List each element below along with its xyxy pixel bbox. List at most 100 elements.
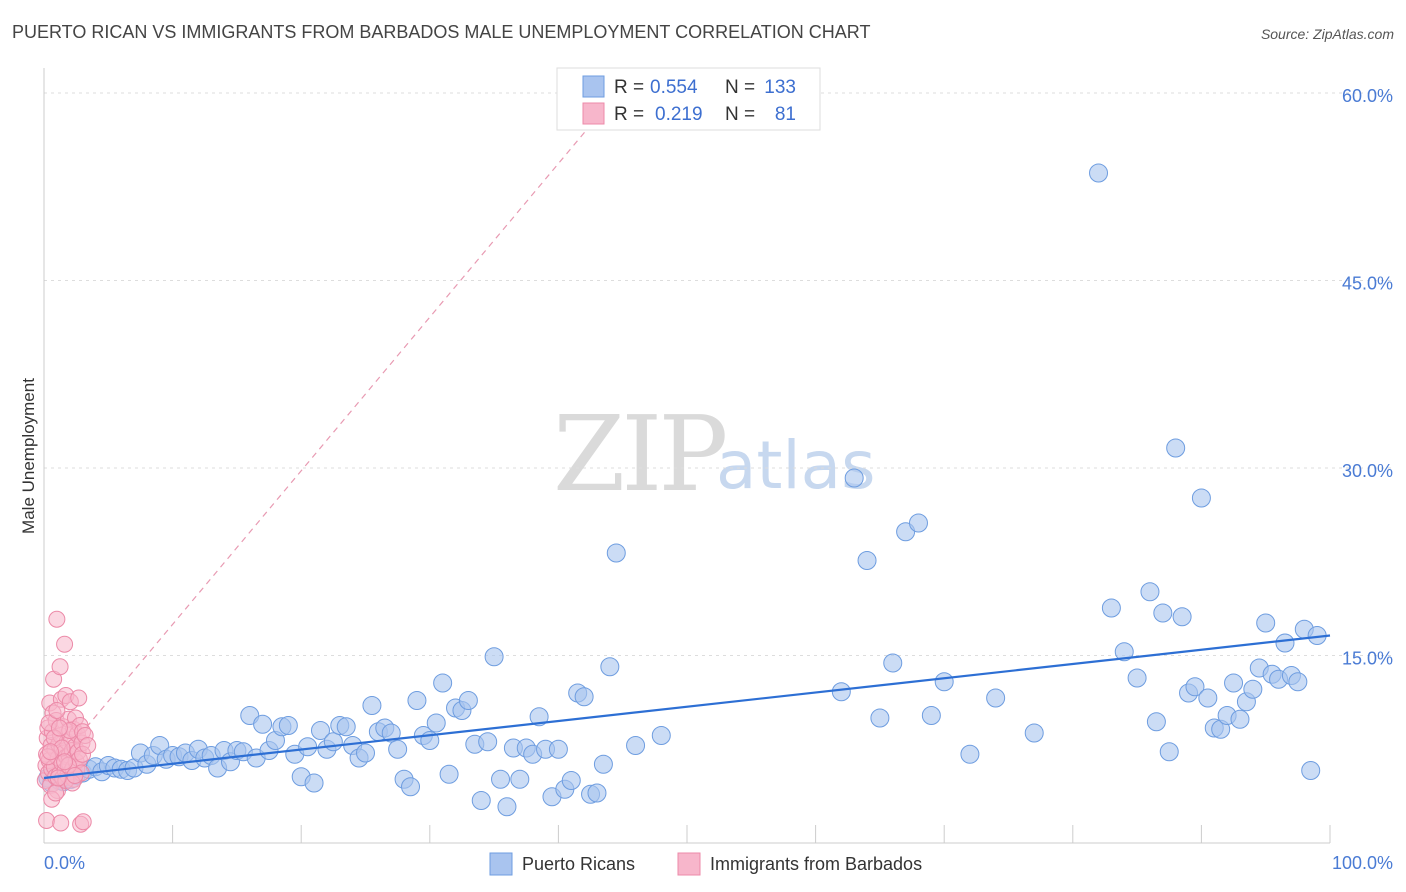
point-puerto-ricans-106 (1089, 163, 1109, 183)
legend-n-label-2: N = (725, 104, 755, 125)
bottom-legend-swatch-blue (489, 852, 513, 876)
point-puerto-ricans-115 (1172, 607, 1192, 627)
point-puerto-ricans-84 (561, 771, 581, 790)
legend-swatch-pink (582, 102, 605, 125)
y-tick-label-3: 15.0% (1342, 649, 1393, 669)
watermark: ZIP atlas (553, 393, 876, 515)
y-tick-label-2: 30.0% (1342, 461, 1393, 481)
legend-r-value-2: 0.219 (655, 104, 703, 125)
point-puerto-ricans-126 (1243, 679, 1263, 699)
point-barbados-77 (50, 719, 68, 737)
y-tick-label-1: 45.0% (1342, 274, 1393, 294)
point-puerto-ricans-88 (587, 783, 607, 803)
point-puerto-ricans-114 (1166, 438, 1186, 458)
y-axis-label: Male Unemployment (19, 378, 38, 534)
point-puerto-ricans-135 (1301, 761, 1321, 780)
point-puerto-ricans-79 (529, 707, 549, 727)
chart-title: PUERTO RICAN VS IMMIGRANTS FROM BARBADOS… (12, 22, 870, 42)
point-puerto-ricans-45 (310, 721, 330, 740)
point-puerto-ricans-63 (426, 713, 446, 733)
point-puerto-ricans-100 (908, 513, 928, 533)
point-puerto-ricans-103 (960, 744, 980, 764)
point-puerto-ricans-119 (1198, 688, 1218, 708)
legend-r-value-1: 0.554 (650, 77, 698, 98)
point-puerto-ricans-70 (471, 791, 491, 810)
point-barbados-63 (52, 814, 70, 832)
bottom-legend-label-blue: Puerto Ricans (522, 854, 635, 874)
point-barbados-59 (74, 813, 92, 831)
legend-r-label-1: R = (614, 77, 644, 98)
points-barbados (36, 610, 97, 833)
point-puerto-ricans-92 (626, 736, 646, 755)
bottom-legend: Puerto Ricans Immigrants from Barbados (489, 852, 922, 876)
point-puerto-ricans-57 (388, 739, 408, 759)
legend-n-label-1: N = (725, 77, 755, 98)
point-barbados-76 (41, 743, 59, 761)
point-puerto-ricans-74 (497, 797, 517, 817)
point-puerto-ricans-128 (1256, 613, 1276, 633)
point-puerto-ricans-86 (574, 687, 594, 707)
point-barbados-74 (56, 753, 74, 771)
trendline-barbados (43, 86, 624, 779)
point-puerto-ricans-94 (831, 682, 851, 702)
point-puerto-ricans-47 (323, 732, 343, 752)
point-puerto-ricans-109 (1127, 668, 1147, 688)
point-puerto-ricans-53 (362, 696, 382, 715)
point-barbados-67 (48, 702, 66, 719)
point-barbados-23 (51, 658, 69, 676)
point-puerto-ricans-123 (1224, 673, 1244, 693)
y-tick-label-0: 60.0% (1342, 86, 1393, 106)
point-puerto-ricans-40 (278, 716, 298, 735)
point-puerto-ricans-89 (593, 754, 613, 774)
point-barbados-80 (79, 737, 97, 754)
point-puerto-ricans-98 (883, 653, 903, 673)
point-puerto-ricans-52 (356, 743, 375, 763)
legend-swatch-blue (582, 75, 605, 98)
bottom-legend-label-pink: Immigrants from Barbados (710, 854, 922, 874)
x-tick-max: 100.0% (1332, 853, 1393, 873)
point-puerto-ricans-101 (921, 706, 941, 725)
point-puerto-ricans-60 (407, 691, 427, 710)
watermark-zip: ZIP (553, 393, 725, 515)
point-puerto-ricans-43 (298, 737, 318, 757)
trendline-puerto-ricans (43, 634, 1331, 780)
point-puerto-ricans-102 (934, 672, 954, 692)
legend: R = 0.554 N = 133 R = 0.219 N = 81 (556, 67, 821, 131)
y-tick-labels: 60.0% 45.0% 30.0% 15.0% (1342, 86, 1393, 669)
point-puerto-ricans-113 (1159, 742, 1179, 762)
bottom-legend-swatch-pink (677, 852, 701, 876)
point-barbados-18 (48, 610, 66, 628)
x-axis-ticks (43, 825, 1331, 843)
point-puerto-ricans-68 (458, 691, 478, 710)
point-puerto-ricans-133 (1288, 672, 1308, 692)
legend-r-label-2: R = (614, 104, 644, 125)
point-puerto-ricans-107 (1101, 598, 1121, 618)
point-puerto-ricans-131 (1275, 633, 1295, 653)
gridlines (44, 92, 1393, 656)
point-puerto-ricans-110 (1140, 582, 1160, 602)
point-puerto-ricans-117 (1185, 677, 1205, 697)
trendline-puerto-ricans-group (43, 634, 1331, 780)
point-puerto-ricans-97 (870, 708, 890, 728)
point-puerto-ricans-118 (1191, 488, 1211, 508)
point-puerto-ricans-93 (651, 726, 671, 745)
trendline-barbados-group (43, 86, 624, 779)
point-puerto-ricans-71 (478, 732, 498, 752)
point-barbados-60 (38, 812, 56, 829)
point-barbados-52 (70, 689, 88, 707)
point-puerto-ricans-59 (401, 777, 421, 797)
watermark-atlas: atlas (716, 427, 876, 504)
point-puerto-ricans-96 (857, 551, 877, 570)
point-puerto-ricans-105 (1024, 723, 1044, 743)
point-puerto-ricans-95 (844, 468, 864, 488)
point-puerto-ricans-56 (381, 723, 401, 743)
point-puerto-ricans-112 (1153, 603, 1173, 623)
point-puerto-ricans-64 (433, 673, 453, 693)
chart-source: Source: ZipAtlas.com (1261, 26, 1394, 42)
point-puerto-ricans-72 (484, 647, 504, 667)
point-puerto-ricans-65 (439, 764, 459, 784)
point-puerto-ricans-36 (253, 714, 273, 734)
point-puerto-ricans-108 (1114, 642, 1134, 662)
point-barbados-30 (56, 635, 74, 653)
